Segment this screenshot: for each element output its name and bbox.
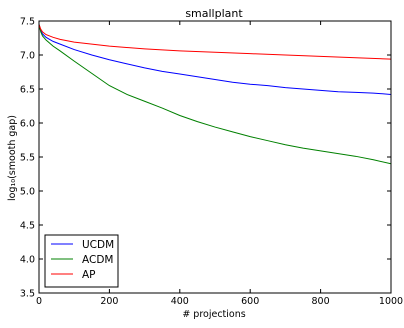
chart-title: smallplant xyxy=(185,7,243,20)
legend-label-acdm: ACDM xyxy=(82,254,113,266)
legend-label-ucdm: UCDM xyxy=(82,239,114,251)
legend: UCDM ACDM AP xyxy=(44,234,119,288)
y-tick-label: 4.0 xyxy=(20,255,35,266)
series-line-ucdm xyxy=(39,24,391,95)
y-tick-label: 6.0 xyxy=(20,119,35,130)
y-tick-label: 7.0 xyxy=(20,51,35,62)
x-tick-label: 200 xyxy=(100,296,118,307)
series-line-acdm xyxy=(39,24,391,165)
x-axis-label: # projections xyxy=(182,309,245,320)
legend-label-ap: AP xyxy=(82,269,96,281)
x-tick-label: 800 xyxy=(312,296,330,307)
x-tick-label: 1000 xyxy=(379,296,403,307)
y-tick-label: 5.0 xyxy=(20,187,35,198)
y-tick-label: 7.5 xyxy=(20,17,35,28)
plot-area: 0 200 400 600 800 1000 3.5 4.0 4.5 5.0 5.5 6.0 6.5 7.… xyxy=(20,17,403,308)
y-tick-label: 5.5 xyxy=(20,153,35,164)
y-tick-label: 6.5 xyxy=(20,85,35,96)
x-tick-label: 600 xyxy=(241,296,259,307)
y-axis-label: log₁₀(smooth gap) xyxy=(7,115,18,201)
x-tick-label: 400 xyxy=(171,296,189,307)
y-tick-label: 3.5 xyxy=(20,289,35,300)
x-tick-label: 0 xyxy=(36,296,42,307)
y-tick-label: 4.5 xyxy=(20,221,35,232)
series-line-ap xyxy=(39,24,391,60)
